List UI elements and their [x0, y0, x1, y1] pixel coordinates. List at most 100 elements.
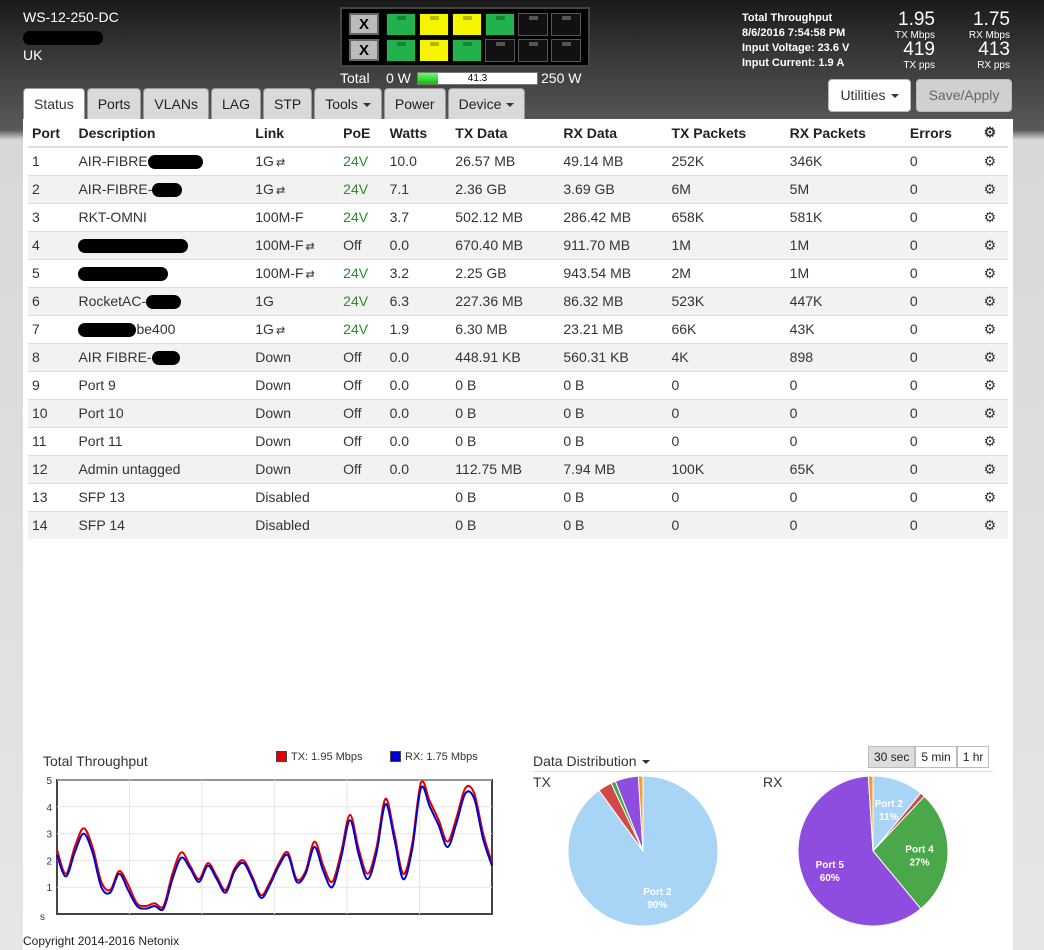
tab-ports[interactable]: Ports — [86, 88, 142, 119]
port-rxp: 1M — [785, 258, 906, 287]
port-led-bottom-4[interactable] — [485, 39, 515, 62]
column-header[interactable]: Description — [74, 119, 252, 148]
port-poe[interactable]: Off — [339, 426, 386, 455]
port-rx: 23.21 MB — [559, 314, 668, 343]
input-current: Input Current: 1.9 A — [742, 57, 845, 69]
gear-icon[interactable]: ⚙ — [983, 292, 997, 309]
table-row[interactable]: 1 AIR-FIBRE 1G ⇄ 24V 10.0 26.57 MB 49.14 MB 252K… — [28, 146, 1008, 175]
utilities-button[interactable]: Utilities — [828, 79, 911, 112]
gear-icon[interactable]: ⚙ — [983, 348, 997, 365]
gear-icon[interactable]: ⚙ — [983, 236, 997, 253]
port-led-top-4[interactable] — [485, 13, 515, 36]
port-poe[interactable]: 24V — [339, 286, 386, 315]
tab-power[interactable]: Power — [383, 88, 446, 119]
power-value: 41.3 — [467, 73, 488, 84]
gear-icon[interactable]: ⚙ — [983, 180, 997, 197]
pie-slice[interactable] — [872, 795, 949, 910]
port-led-top-6[interactable] — [551, 13, 581, 36]
pie-slice[interactable] — [867, 775, 874, 852]
port-tx: 26.57 MB — [451, 146, 560, 175]
gear-icon[interactable]: ⚙ — [983, 320, 997, 337]
column-header[interactable]: PoE — [339, 119, 386, 148]
port-led-bottom-6[interactable] — [551, 39, 581, 62]
sfp-14-indicator[interactable]: X — [349, 39, 379, 61]
port-poe[interactable]: Off — [339, 230, 386, 259]
footer-copyright: Copyright 2014-2016 Netonix — [23, 934, 180, 948]
gear-icon[interactable]: ⚙ — [983, 516, 997, 533]
port-description: AIR-FIBRE — [74, 146, 252, 175]
port-poe[interactable]: 24V — [339, 314, 386, 343]
port-led-bottom-1[interactable] — [386, 39, 416, 62]
power-label: Total — [340, 70, 370, 86]
port-rxp: 0 — [785, 370, 906, 399]
range-button[interactable]: 5 min — [915, 746, 957, 768]
tx-pie-label: TX — [533, 774, 551, 790]
gear-icon[interactable]: ⚙ — [983, 432, 997, 449]
column-header[interactable]: Port — [28, 119, 75, 148]
table-row[interactable]: 2 AIR-FIBRE- 1G ⇄ 24V 7.1 2.36 GB 3.69 GB 6M 5M 0 ⚙ — [28, 174, 1008, 203]
column-header[interactable]: Watts — [385, 119, 452, 148]
port-poe[interactable]: 24V — [339, 174, 386, 203]
port-led-bottom-2[interactable] — [419, 39, 449, 62]
port-led-top-3[interactable] — [452, 13, 482, 36]
gear-icon[interactable]: ⚙ — [983, 404, 997, 421]
port-poe[interactable]: Off — [339, 398, 386, 427]
table-row[interactable]: 12 Admin untagged Down Off 0.0 112.75 MB 7.94 … — [28, 454, 1008, 483]
tab-vlans[interactable]: VLANs — [143, 88, 209, 119]
port-description — [74, 258, 252, 287]
tab-lag[interactable]: LAG — [210, 88, 261, 119]
table-row[interactable]: 8 AIR FIBRE- Down Off 0.0 448.91 KB 560.31 KB 4… — [28, 342, 1008, 371]
port-poe[interactable]: Off — [339, 342, 386, 371]
gear-icon[interactable]: ⚙ — [983, 460, 997, 477]
gear-icon[interactable]: ⚙ — [983, 264, 997, 281]
gear-icon[interactable]: ⚙ — [983, 124, 997, 140]
port-txp: 66K — [667, 314, 786, 343]
tab-stp[interactable]: STP — [262, 88, 313, 119]
port-poe[interactable] — [339, 510, 386, 539]
gear-icon[interactable]: ⚙ — [983, 376, 997, 393]
save-apply-button[interactable]: Save/Apply — [916, 79, 1012, 112]
column-header[interactable]: TX Data — [451, 119, 560, 148]
time-range-selector: 30 sec 5 min 1 hr — [868, 746, 990, 768]
column-header[interactable]: RX Packets — [785, 119, 906, 148]
port-poe[interactable]: Off — [339, 370, 386, 399]
table-row[interactable]: 3 RKT-OMNI 100M-F 24V 3.7 502.12 MB 286.42 MB 6… — [28, 202, 1008, 231]
table-row[interactable]: 4 100M-F ⇄ Off 0.0 670.40 MB 911.70 MB 1M 1M 0 ⚙ — [28, 230, 1008, 259]
data-distribution-dropdown[interactable]: Data Distribution — [533, 753, 650, 769]
port-led-top-2[interactable] — [419, 13, 449, 36]
port-poe[interactable]: 24V — [339, 258, 386, 287]
port-poe[interactable]: Off — [339, 454, 386, 483]
column-header[interactable]: Link — [251, 119, 340, 148]
port-poe[interactable]: 24V — [339, 202, 386, 231]
pie-slice[interactable] — [637, 775, 644, 852]
tab-status[interactable]: Status — [23, 88, 85, 119]
port-poe[interactable]: 24V — [339, 146, 386, 175]
table-row[interactable]: 5 100M-F ⇄ 24V 3.2 2.25 GB 943.54 MB 2M 1M 0 ⚙ — [28, 258, 1008, 287]
sfp-13-indicator[interactable]: X — [349, 13, 379, 35]
port-led-bottom-5[interactable] — [518, 39, 548, 62]
range-button[interactable]: 1 hr — [956, 746, 990, 768]
column-header[interactable]: RX Data — [559, 119, 668, 148]
column-header[interactable]: TX Packets — [667, 119, 786, 148]
tab-tools[interactable]: Tools — [314, 88, 382, 119]
table-row[interactable]: 6 RocketAC- 1G 24V 6.3 227.36 MB 86.32 MB 523K 4… — [28, 286, 1008, 315]
table-row[interactable]: 7 be400 1G ⇄ 24V 1.9 6.30 MB 23.21 MB 66K 43K 0 ⚙ — [28, 314, 1008, 343]
column-header[interactable]: Errors — [905, 119, 980, 148]
port-number: 3 — [28, 202, 75, 231]
port-led-top-5[interactable] — [518, 13, 548, 36]
device-info: WS-12-250-DC UK — [23, 9, 119, 63]
tab-device[interactable]: Device — [447, 88, 526, 119]
gear-icon[interactable]: ⚙ — [983, 488, 997, 505]
gear-icon[interactable]: ⚙ — [983, 152, 997, 169]
range-button[interactable]: 30 sec — [868, 746, 916, 768]
gear-icon[interactable]: ⚙ — [983, 208, 997, 225]
port-led-bottom-3[interactable] — [452, 39, 482, 62]
port-led-top-1[interactable] — [386, 13, 416, 36]
pie-slice[interactable] — [797, 775, 922, 927]
port-poe[interactable] — [339, 482, 386, 511]
